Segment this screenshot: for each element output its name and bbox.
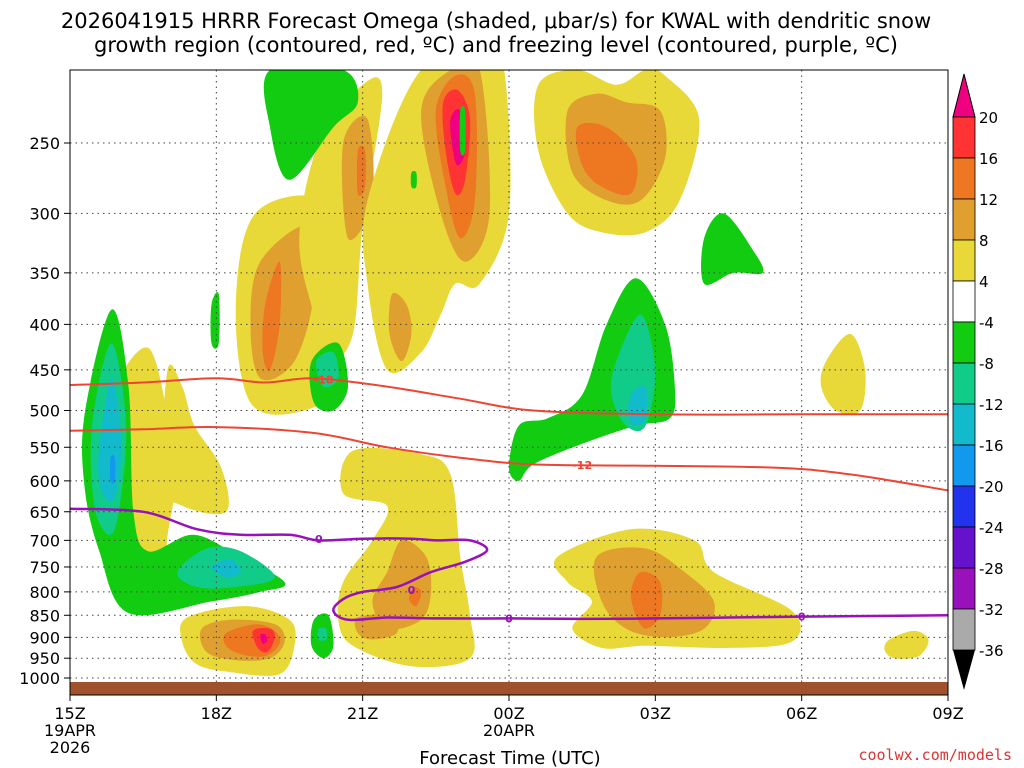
colorbar-label-16: 16 <box>979 150 998 168</box>
colorbar-label-8: 8 <box>979 232 989 250</box>
colorbar-label-m4: -4 <box>979 314 994 332</box>
plot-area: -18 -12 0 0 0 0 <box>69 69 949 696</box>
colorbar-label-20: 20 <box>979 109 998 127</box>
omega-region-pos8-20 <box>354 614 399 640</box>
x-tick-label-6: 21Z <box>347 704 378 723</box>
colorbar-bin-5 <box>952 280 976 323</box>
x-tick-label-3: 18Z <box>201 704 232 723</box>
colorbar-label-12: 12 <box>979 191 998 209</box>
colorbar-bin-4 <box>952 239 976 282</box>
omega-region-pos12-6 <box>356 145 366 197</box>
omega-region-neg12-36 <box>211 559 241 578</box>
colorbar-bin-2 <box>952 157 976 200</box>
x-date-label-1-0: 20APR <box>483 721 535 740</box>
omega-shading-layer <box>81 70 929 676</box>
chart-title-line1: 2026041915 HRRR Forecast Omega (shaded, … <box>61 9 931 33</box>
colorbar-bin-7 <box>952 362 976 405</box>
y-tick-label-700: 700 <box>29 531 60 550</box>
colorbar-bin-6 <box>952 321 976 364</box>
ground-surface <box>70 682 948 695</box>
x-date-label-0-0: 19APR <box>44 721 96 740</box>
colorbar-label-m16: -16 <box>979 437 1004 455</box>
colorbar-label-m12: -12 <box>979 396 1004 414</box>
y-tick-label-300: 300 <box>29 204 60 223</box>
dgz-contour-1 <box>69 425 949 492</box>
omega-region-neg12-33 <box>98 378 122 502</box>
colorbar-bin-10 <box>952 485 976 528</box>
omega-region-neg8-41 <box>317 627 327 641</box>
colorbar-bin-bottom <box>953 650 975 690</box>
omega-region-neg16-34 <box>109 454 116 484</box>
omega-region-pos4-30 <box>884 630 929 659</box>
colorbar-label-m8: -8 <box>979 355 994 373</box>
omega-region-pos4-0 <box>161 364 229 515</box>
x-tick-label-18: 09Z <box>932 704 963 723</box>
y-tick-label-950: 950 <box>29 649 60 668</box>
colorbar: 20 16 12 8 4 -4 -8 -12 -16 -20 -24 -28 -32 -36 <box>952 73 1004 690</box>
freezing-level-label-1-1: 0 <box>505 612 513 625</box>
omega-region-pos12-28 <box>630 571 663 629</box>
colorbar-label-m20: -20 <box>979 478 1004 496</box>
colorbar-bin-top <box>952 73 976 118</box>
colorbar-label-m32: -32 <box>979 601 1004 619</box>
freezing-level-label-1-2: 0 <box>798 611 806 624</box>
x-tick-label-9: 00Z <box>493 704 524 723</box>
omega-region-neg4-44 <box>459 105 466 156</box>
y-axis: 250 300 350 400 450 500 550 600 650 700 750 800 850 9… <box>19 134 70 688</box>
omega-region-pos8-12 <box>388 292 412 362</box>
x-tick-label-0: 15Z <box>54 704 85 723</box>
omega-region-neg4-42 <box>210 292 220 349</box>
colorbar-bin-9 <box>952 444 976 487</box>
grid-layer <box>69 70 949 695</box>
x-date-label-0-1: 2026 <box>50 738 91 757</box>
y-tick-label-500: 500 <box>29 402 60 421</box>
x-tick-label-12: 03Z <box>640 704 671 723</box>
omega-region-pos12-3 <box>262 261 282 371</box>
colorbar-bin-8 <box>952 403 976 446</box>
y-tick-label-750: 750 <box>29 558 60 577</box>
omega-region-neg4-43 <box>410 170 417 189</box>
colorbar-label-m24: -24 <box>979 519 1004 537</box>
dgz-contour-label-0: -18 <box>314 373 334 386</box>
colorbar-bin-11 <box>952 526 976 569</box>
colorbar-bin-3 <box>952 198 976 241</box>
freezing-level-contour <box>69 507 949 622</box>
dgz-contour-label-1: -12 <box>572 459 592 472</box>
y-tick-label-1000: 1000 <box>19 669 60 688</box>
colorbar-label-4: 4 <box>979 273 989 291</box>
y-tick-label-650: 650 <box>29 503 60 522</box>
omega-region-neg4-37 <box>263 70 359 180</box>
x-axis-title: Forecast Time (UTC) <box>419 748 600 768</box>
omega-region-neg4-48 <box>701 213 764 286</box>
dgz-contour-0 <box>69 377 948 416</box>
freezing-level-label-0-0: 0 <box>315 533 323 546</box>
y-tick-label-800: 800 <box>29 583 60 602</box>
omega-region-pos4-29 <box>820 333 866 415</box>
y-tick-label-250: 250 <box>29 134 60 153</box>
x-tick-label-15: 06Z <box>786 704 817 723</box>
colorbar-bin-12 <box>952 567 976 610</box>
omega-region-pos12-15 <box>575 122 638 196</box>
contour-layer: -18 -12 0 0 0 0 <box>69 373 949 625</box>
colorbar-bin-1 <box>952 116 976 159</box>
colorbar-label-m36: -36 <box>979 642 1004 660</box>
y-tick-label-350: 350 <box>29 264 60 283</box>
chart-title-line2: growth region (contoured, red, ºC) and f… <box>94 33 898 57</box>
y-tick-label-450: 450 <box>29 361 60 380</box>
omega-region-pos20-25 <box>260 633 268 644</box>
y-tick-label-550: 550 <box>29 438 60 457</box>
y-tick-label-600: 600 <box>29 472 60 491</box>
y-tick-label-850: 850 <box>29 606 60 625</box>
y-tick-label-900: 900 <box>29 628 60 647</box>
colorbar-bin-13 <box>952 608 976 651</box>
omega-region-neg12-47 <box>628 385 648 426</box>
colorbar-label-m28: -28 <box>979 560 1004 578</box>
y-tick-label-400: 400 <box>29 315 60 334</box>
omega-region-neg4-31 <box>81 309 286 616</box>
freezing-level-label-1-0: 0 <box>408 584 416 597</box>
credit-text: coolwx.com/models <box>858 746 1012 764</box>
